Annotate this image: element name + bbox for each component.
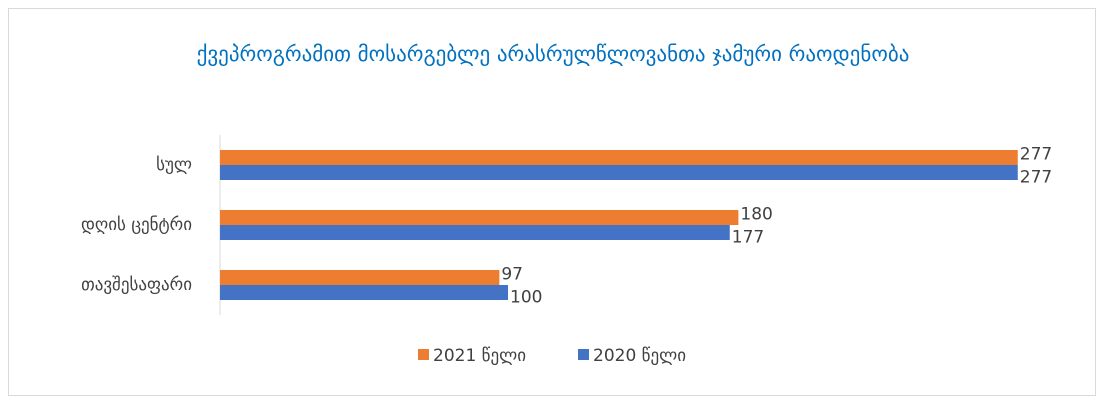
bar	[220, 225, 730, 240]
chart-title: ქვეპროგრამით მოსარგებლე არასრულწლოვანთა …	[196, 42, 910, 66]
y-tick-label: თავშესაფარი	[81, 275, 192, 295]
data-label: 177	[732, 228, 764, 248]
bar	[220, 210, 739, 225]
data-label: 277	[1020, 168, 1052, 188]
legend-swatch	[578, 349, 589, 360]
bar	[220, 285, 508, 300]
data-label: 180	[740, 205, 772, 225]
y-tick-label: სულ	[156, 155, 192, 175]
bar	[220, 270, 500, 285]
data-label: 97	[501, 265, 523, 285]
bar	[220, 150, 1018, 165]
legend-label: 2020 წელი	[593, 346, 686, 366]
y-tick-label: დღის ცენტრი	[81, 215, 192, 235]
legend-label: 2021 წელი	[433, 346, 526, 366]
legend-swatch	[418, 349, 429, 360]
bar	[220, 165, 1018, 180]
data-label: 100	[510, 288, 542, 308]
data-label: 277	[1020, 145, 1052, 165]
chart-frame	[8, 8, 1096, 396]
